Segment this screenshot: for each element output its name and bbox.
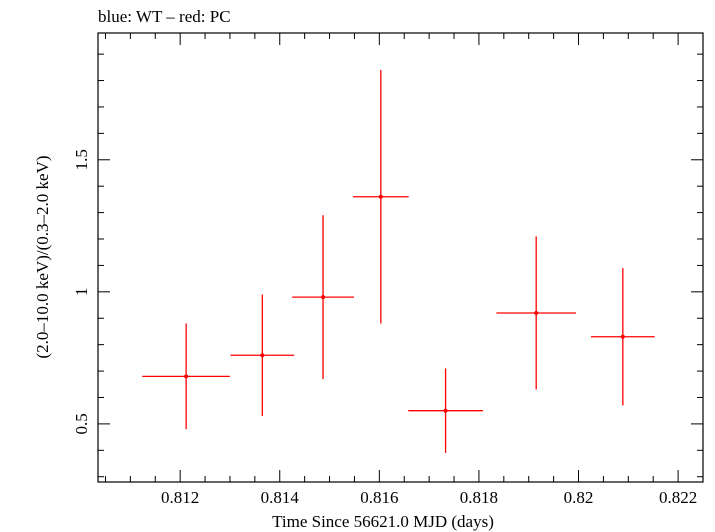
x-tick-label: 0.814 [261,488,300,507]
chart-title: blue: WT – red: PC [98,7,231,26]
y-tick-label: 1.5 [72,149,91,170]
data-point [408,368,483,453]
data-marker [184,374,189,379]
data-point [230,294,295,416]
data-marker [321,295,326,300]
data-marker [443,408,448,413]
x-tick-label: 0.818 [460,488,498,507]
y-tick-label: 0.5 [72,413,91,434]
data-point [292,215,354,379]
y-axis-label: (2.0–10.0 keV)/(0.3–2.0 keV) [33,155,52,358]
y-tick-label: 1 [72,288,91,297]
plot-frame [97,32,704,483]
x-axis-label: Time Since 56621.0 MJD (days) [272,512,494,531]
data-point [352,69,409,324]
x-tick-label: 0.82 [564,488,594,507]
data-point [496,236,577,390]
data-marker [620,334,625,339]
y-axis: 0.5 1 1.5 [72,53,703,478]
x-axis: 0.812 0.814 0.816 0.818 0.82 0.822 [104,33,704,507]
data-series [142,69,655,453]
data-marker [534,310,539,315]
x-tick-label: 0.822 [659,488,697,507]
data-point [590,268,655,406]
data-marker [260,353,265,358]
x-tick-label: 0.812 [161,488,199,507]
data-point [142,323,230,430]
data-marker [378,194,383,199]
x-tick-label: 0.816 [360,488,398,507]
